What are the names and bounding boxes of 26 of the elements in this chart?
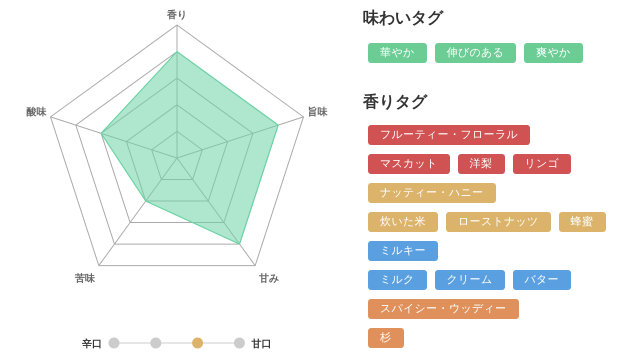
category-label: 爽やか	[524, 43, 582, 63]
spoke-label: 香り	[166, 9, 187, 21]
category-label: ナッティー・ハニー	[368, 183, 496, 203]
category-label: 杉	[368, 328, 404, 348]
spoke-label: 甘み	[258, 272, 280, 285]
text: 辛口	[81, 338, 102, 350]
category-label: ミルク	[368, 270, 426, 290]
category-label: クリーム	[434, 270, 504, 290]
spoke-label: 苦味	[74, 272, 96, 285]
category-label: フルーティー・フローラル	[368, 125, 530, 145]
text: 香りタグ	[363, 92, 427, 113]
text: 味わいタグ	[363, 8, 443, 29]
category-label: ミルキー	[368, 241, 438, 261]
category-label: 伸びのある	[434, 43, 516, 63]
spoke-label: 酸味	[26, 106, 48, 118]
category-label: 炊いた米	[368, 212, 438, 232]
category-label: リンゴ	[512, 154, 571, 174]
category-label: ローストナッツ	[446, 212, 550, 232]
category-label: 洋梨	[458, 154, 504, 174]
category-label: バター	[512, 270, 571, 290]
spoke-label: 旨味	[307, 106, 328, 118]
category-label: 蜂蜜	[558, 212, 606, 232]
text: 甘口	[250, 338, 272, 350]
category-label: スパイシー・ウッディー	[368, 299, 518, 319]
category-label: マスカット	[368, 154, 450, 174]
category-label: 華やか	[368, 43, 426, 63]
